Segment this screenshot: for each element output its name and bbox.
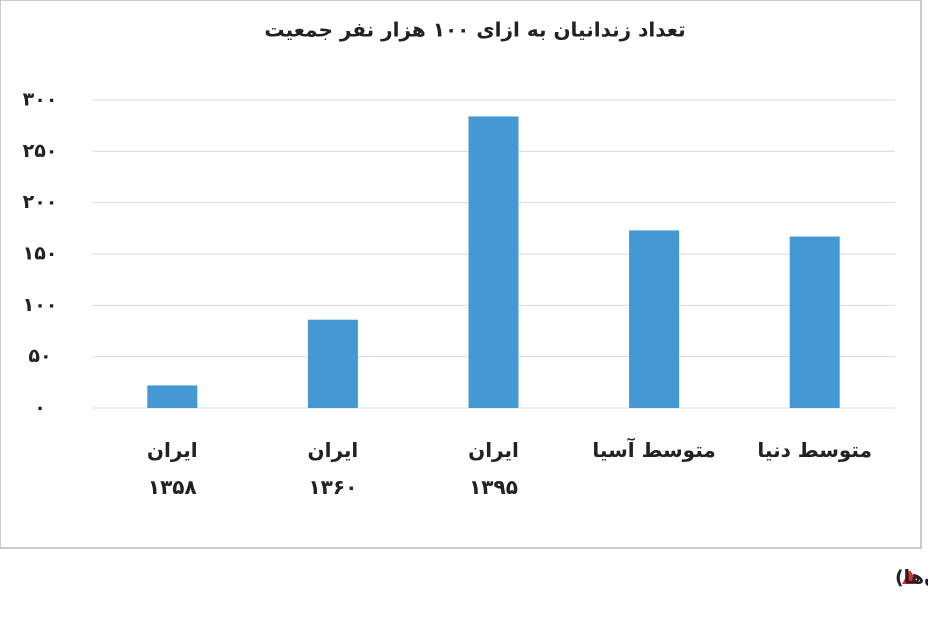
- y-tick-label: ۱۵۰: [23, 243, 58, 265]
- bar: [789, 236, 840, 408]
- bar: [468, 116, 519, 408]
- y-tick-label: ۲۵۰: [23, 140, 58, 162]
- x-tick-label: ایران ۱۳۶۰: [307, 438, 359, 499]
- y-tick-label: ۱۰۰: [23, 294, 58, 316]
- y-tick-label: ۰: [34, 397, 46, 419]
- chart-frame: [0, 0, 922, 549]
- chart-title: تعداد زندانیان به ازای ۱۰۰ هزار نفر جمعی…: [264, 18, 685, 42]
- bar: [147, 385, 198, 408]
- x-tick-label: ایران ۱۳۹۵: [468, 438, 519, 499]
- y-tick-label: ۲۰۰: [23, 191, 58, 213]
- y-tick-label: ۵۰: [28, 345, 51, 367]
- y-tick-label: ۳۰۰: [23, 89, 58, 111]
- bar: [307, 319, 358, 408]
- caption: شکل ۴– تعداد زندانیان در کشور (مرجع: اصغ…: [895, 566, 928, 589]
- x-tick-label: متوسط آسیا: [592, 438, 716, 462]
- bar: [629, 230, 680, 408]
- caption-marker: [902, 570, 918, 584]
- x-tick-label: ایران ۱۳۵۸: [146, 438, 198, 499]
- x-tick-label: متوسط دنیا: [757, 438, 872, 462]
